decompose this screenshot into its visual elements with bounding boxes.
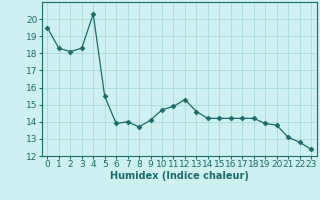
X-axis label: Humidex (Indice chaleur): Humidex (Indice chaleur) [110,171,249,181]
